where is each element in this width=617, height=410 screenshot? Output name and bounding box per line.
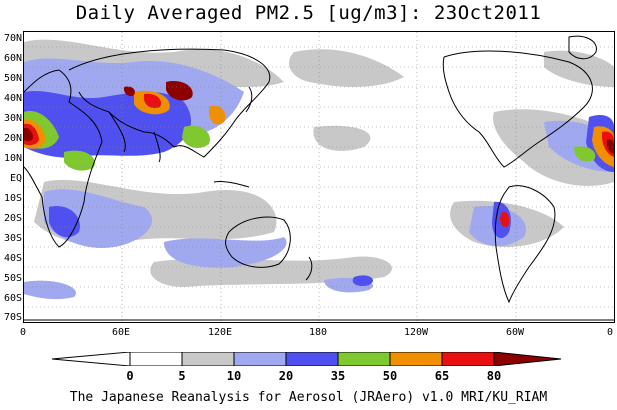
colorbar-swatch [337, 352, 391, 366]
colorbar [52, 352, 562, 366]
lat-label: EQ [9, 173, 22, 184]
colorbar-label: 0 [126, 369, 134, 383]
lat-label: 10N [3, 153, 22, 164]
colorbar-swatch [389, 352, 443, 366]
lat-label: 60N [3, 53, 22, 64]
colorbar-swatch [233, 352, 287, 366]
lat-label: 30N [3, 113, 22, 124]
lon-label: 60W [505, 327, 525, 338]
footer-credit: The Japanese Reanalysis for Aerosol (JRA… [69, 390, 548, 405]
colorbar-swatch [285, 352, 339, 366]
coastlines [24, 35, 614, 321]
lon-label: 120E [207, 327, 233, 338]
lon-label: 180 [308, 327, 328, 338]
pm25-map [23, 31, 615, 323]
lon-label: 120W [403, 327, 429, 338]
colorbar-swatch [129, 352, 183, 366]
colorbar-label: 80 [486, 369, 502, 383]
lat-label: 20S [3, 213, 22, 224]
colorbar-swatch [181, 352, 235, 366]
colorbar-swatches [52, 352, 562, 366]
colorbar-label: 20 [278, 369, 294, 383]
colorbar-label: 65 [434, 369, 450, 383]
colorbar-label: 10 [226, 369, 242, 383]
lat-label: 20N [3, 133, 22, 144]
map-title: Daily Averaged PM2.5 [ug/m3]: 23Oct2011 [75, 2, 542, 24]
lat-label: 40N [3, 93, 22, 104]
lon-label: 0 [606, 327, 614, 338]
colorbar-label: 5 [178, 369, 186, 383]
colorbar-arrow-high [493, 352, 562, 366]
map-canvas [24, 32, 614, 322]
lat-label: 50S [3, 273, 22, 284]
lat-label: 40S [3, 253, 22, 264]
lon-label: 60E [111, 327, 131, 338]
lon-label: 0 [19, 327, 27, 338]
colorbar-label: 35 [330, 369, 346, 383]
pm25-field-darkred [24, 81, 614, 154]
lat-label: 50N [3, 73, 22, 84]
lat-label: 10S [3, 193, 22, 204]
lat-label: 70N [3, 33, 22, 44]
map-grid [24, 32, 614, 322]
colorbar-swatch [441, 352, 495, 366]
lat-label: 60S [3, 293, 22, 304]
lat-label: 70S [3, 312, 22, 323]
colorbar-label: 50 [382, 369, 398, 383]
lat-label: 30S [3, 233, 22, 244]
colorbar-arrow-low [52, 352, 131, 366]
